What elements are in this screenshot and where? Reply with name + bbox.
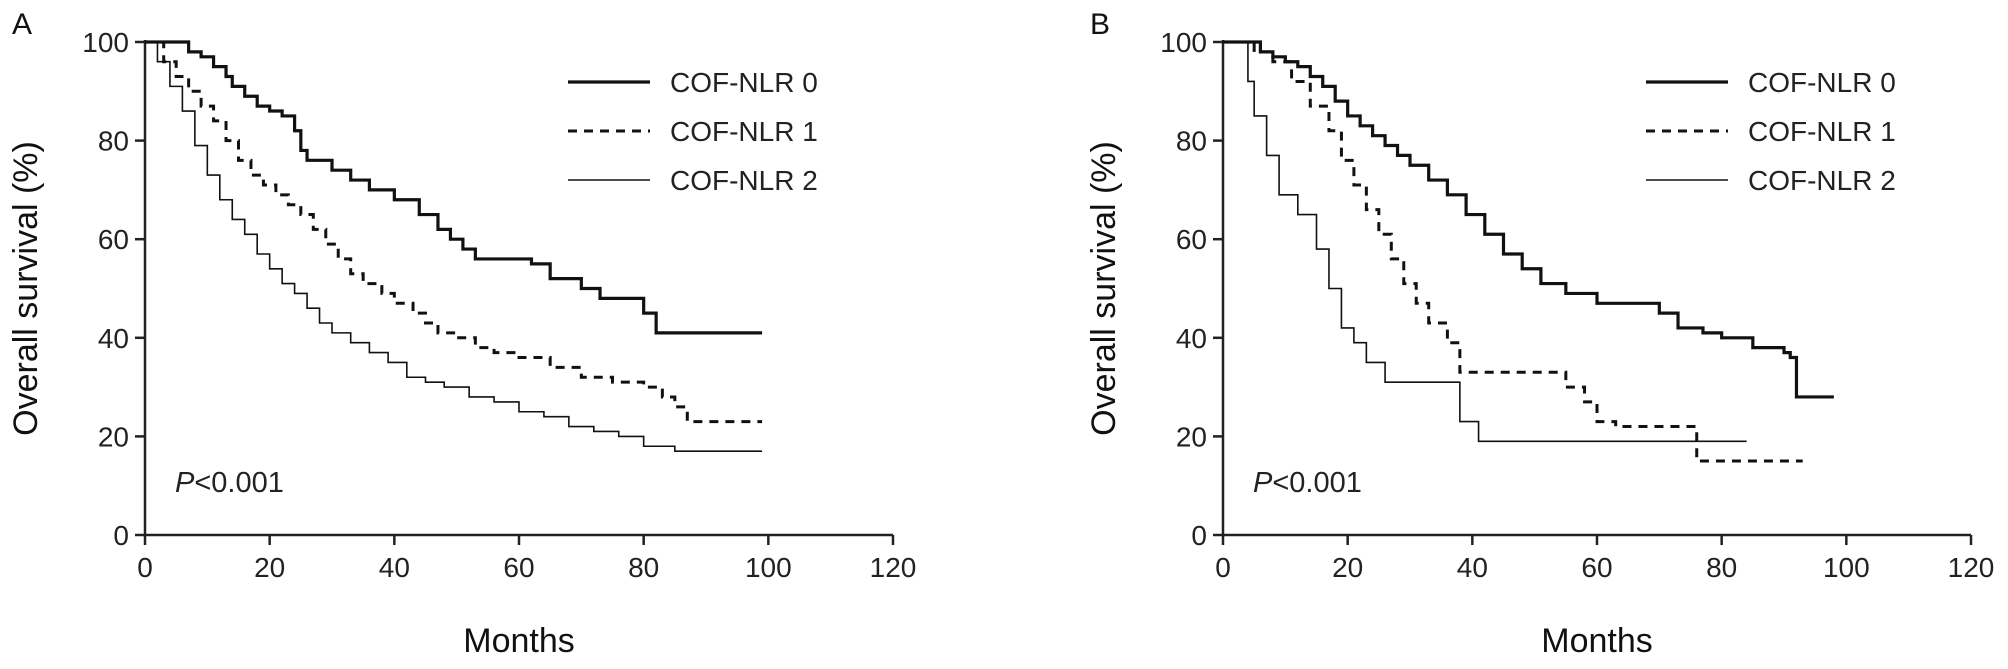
x-tick-label: 20 [254, 552, 285, 583]
y-tick-label: 0 [1191, 520, 1207, 551]
y-axis-title: Overall survival (%) [1085, 141, 1123, 436]
y-tick-label: 100 [1160, 27, 1207, 58]
p-value-symbol: P [175, 467, 195, 499]
p-value-annotation: P<0.001 [1253, 467, 1362, 499]
y-tick-label: 60 [1176, 224, 1207, 255]
x-tick-label: 60 [503, 552, 534, 583]
x-tick-label: 40 [379, 552, 410, 583]
series-line-1 [1223, 40, 1803, 463]
x-tick-label: 80 [628, 552, 659, 583]
y-tick-label: 0 [113, 520, 129, 551]
series-line-2 [145, 41, 763, 452]
x-axis-title: Months [1541, 622, 1653, 660]
p-value-text: <0.001 [1272, 467, 1362, 499]
legend-label: COF-NLR 1 [1748, 116, 1896, 147]
x-tick-label: 60 [1581, 552, 1612, 583]
x-tick-label: 100 [1823, 552, 1870, 583]
panel-label: B [1090, 8, 1110, 41]
x-tick-label: 120 [870, 552, 917, 583]
x-tick-label: 100 [745, 552, 792, 583]
y-tick-label: 40 [1176, 323, 1207, 354]
p-value-annotation: P<0.001 [175, 467, 284, 499]
y-tick-label: 60 [98, 224, 129, 255]
series-line-2 [1223, 41, 1747, 443]
y-tick-label: 20 [98, 421, 129, 452]
legend-label: COF-NLR 2 [1748, 165, 1896, 196]
x-tick-label: 40 [1457, 552, 1488, 583]
legend-label: COF-NLR 0 [670, 67, 818, 98]
x-tick-label: 0 [137, 552, 153, 583]
p-value-symbol: P [1253, 467, 1273, 499]
x-tick-label: 120 [1948, 552, 1995, 583]
y-tick-label: 80 [98, 126, 129, 157]
chart-panel-a: A 0 20 40 60 80 100 0 20 40 60 80 100 120 Months Overal… [7, 8, 916, 660]
x-tick-label: 80 [1706, 552, 1737, 583]
chart-panel-b: B 0 20 40 60 80 100 0 20 40 60 80 100 120 Months Overal… [1085, 8, 1994, 660]
x-axis-title: Months [463, 622, 575, 660]
y-tick-label: 20 [1176, 421, 1207, 452]
x-tick-label: 20 [1332, 552, 1363, 583]
series-line-0 [145, 40, 763, 335]
series-line-0 [1223, 40, 1834, 399]
y-tick-label: 80 [1176, 126, 1207, 157]
x-tick-label: 0 [1215, 552, 1231, 583]
legend-label: COF-NLR 1 [670, 116, 818, 147]
legend-label: COF-NLR 2 [670, 165, 818, 196]
y-axis-title: Overall survival (%) [7, 141, 45, 436]
legend-label: COF-NLR 0 [1748, 67, 1896, 98]
panel-label: A [12, 8, 32, 41]
y-tick-label: 100 [82, 27, 129, 58]
y-tick-label: 40 [98, 323, 129, 354]
series-line-1 [145, 40, 763, 424]
p-value-text: <0.001 [194, 467, 284, 499]
